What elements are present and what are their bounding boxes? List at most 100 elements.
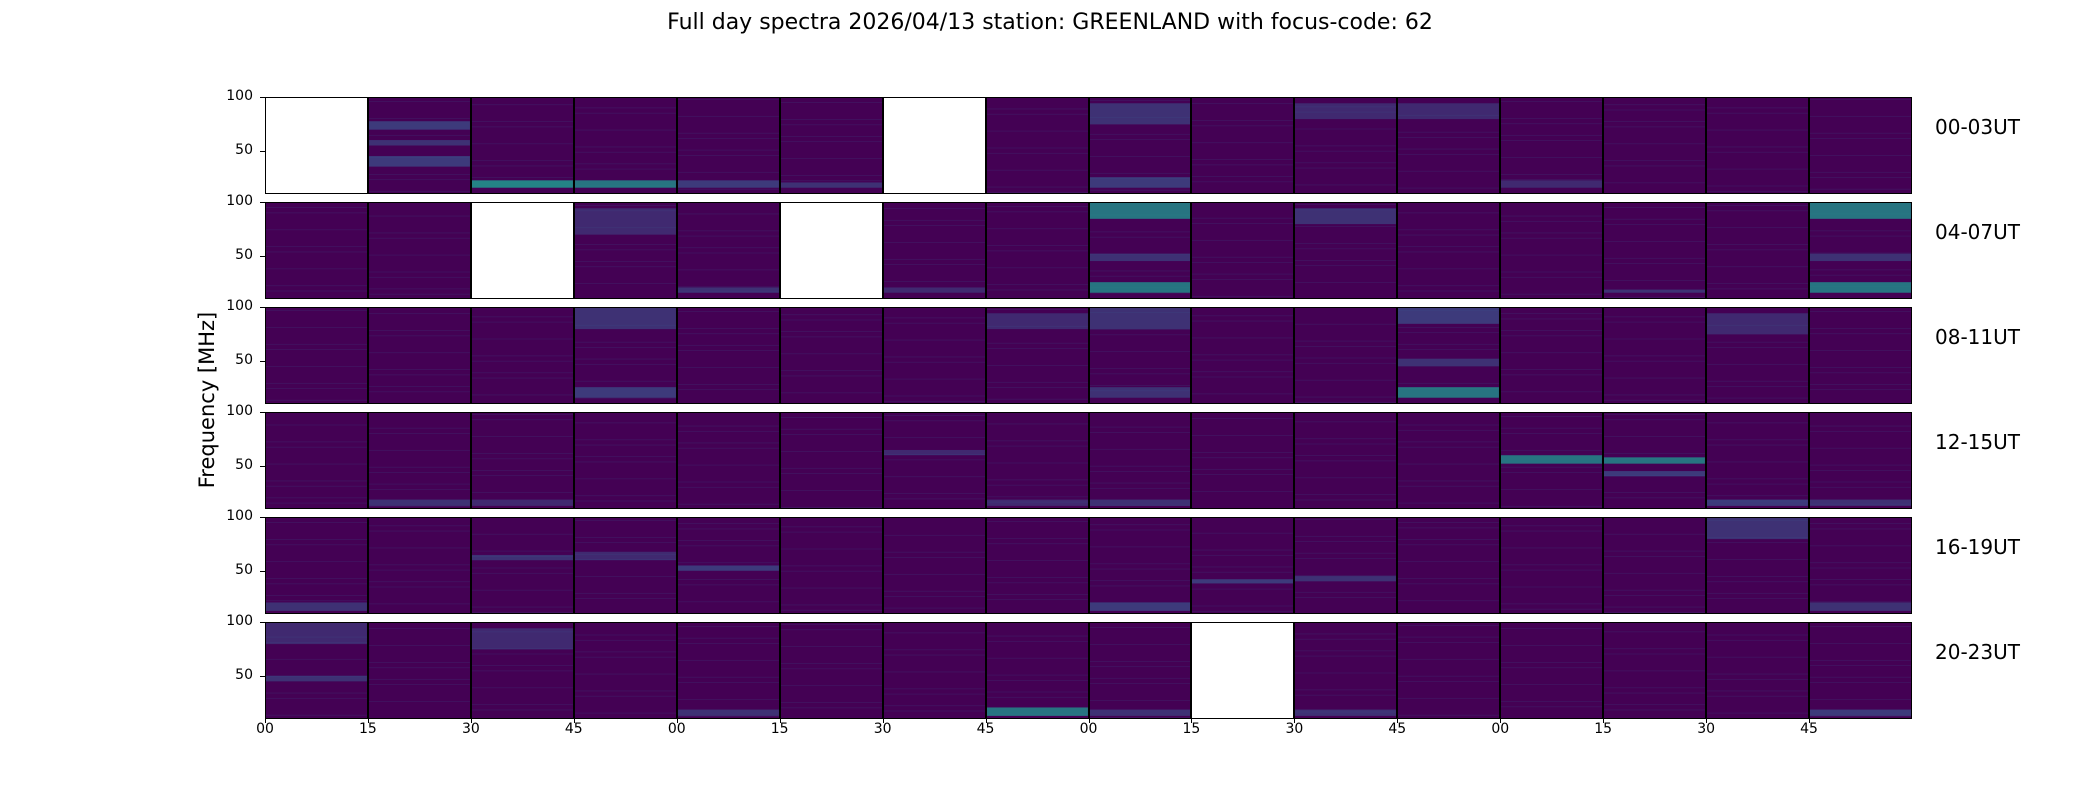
spectral-line [780, 646, 882, 648]
x-tick-label: 00 [1491, 721, 1510, 737]
spectral-line [1501, 293, 1603, 295]
spectral-line [1707, 483, 1809, 485]
spectral-line [1501, 603, 1603, 605]
spectral-line [1501, 427, 1603, 429]
spectral-line [1295, 162, 1397, 164]
spectral-line [1810, 252, 1911, 254]
x-tick-label: 00 [256, 721, 274, 737]
spectral-line [266, 539, 367, 540]
spectral-line [1501, 134, 1603, 136]
spectral-line [986, 640, 1088, 642]
spectral-line [1295, 558, 1397, 559]
spectral-line [1398, 246, 1500, 248]
spectral-line [883, 219, 985, 221]
spectral-line [574, 444, 676, 446]
spectral-band [677, 565, 779, 571]
spectral-line [1501, 667, 1603, 669]
spectral-line [368, 232, 470, 234]
spectral-line [1810, 481, 1911, 483]
spectral-line [1501, 220, 1603, 222]
spectral-line [986, 309, 1088, 310]
spectrum-image [1604, 631, 1706, 711]
spectral-line [266, 285, 367, 287]
spectral-line [780, 668, 882, 670]
spectrum-image [780, 526, 882, 611]
spectral-line [883, 281, 985, 282]
spectral-line [1604, 399, 1706, 401]
spectrum-image [677, 523, 779, 603]
spectral-line [471, 377, 573, 379]
spectral-line [1398, 642, 1500, 643]
spectral-line [1604, 296, 1706, 298]
spectrum-panel [265, 517, 368, 614]
spectral-line [1192, 159, 1294, 161]
spectral-line [677, 149, 779, 151]
spectral-line [883, 551, 985, 553]
spectral-line [883, 573, 985, 575]
spectral-line [986, 381, 1088, 383]
spectral-line [780, 702, 882, 703]
spectral-line [986, 169, 1088, 171]
spectrum-panel [1191, 97, 1295, 194]
spectral-line [1295, 499, 1397, 501]
spectrum-panel [779, 307, 883, 404]
spectral-line [1501, 232, 1603, 234]
spectral-line [1295, 650, 1397, 652]
spectrum-panel [1294, 97, 1398, 194]
spectral-line [677, 333, 779, 335]
spectral-line [266, 207, 367, 209]
spectral-line [368, 645, 470, 646]
row-time-label: 16-19UT [1935, 535, 2020, 559]
spectral-line [471, 572, 573, 574]
spectral-line [677, 286, 779, 288]
spectral-line [986, 211, 1088, 213]
spectral-line [266, 212, 367, 214]
spectral-line [1501, 123, 1603, 125]
spectral-line [266, 463, 367, 465]
spectral-line [266, 424, 367, 426]
spectral-line [574, 520, 676, 521]
spectral-line [986, 674, 1088, 676]
spectral-line [1501, 489, 1603, 490]
spectral-line [780, 526, 882, 528]
spectral-line [1089, 236, 1191, 238]
spectral-line [266, 681, 367, 682]
spectral-line [1192, 103, 1294, 105]
spectrum-panel [265, 202, 368, 299]
spectrum-panel [367, 517, 471, 614]
spectral-line [1192, 610, 1294, 612]
spectral-band [1810, 602, 1911, 611]
spectral-line [368, 581, 470, 583]
spectral-line [1707, 695, 1809, 697]
spectrum-panel [573, 517, 677, 614]
spectral-line [1295, 401, 1397, 403]
spectral-line [1810, 447, 1911, 449]
y-tick-label: 100 [226, 613, 253, 629]
spectral-line [368, 352, 470, 354]
spectrum-panel [985, 202, 1089, 299]
spectral-line [266, 388, 367, 390]
y-tick-label: 100 [226, 403, 253, 419]
y-tick [260, 97, 265, 98]
spectrum-image [1707, 518, 1809, 600]
spectral-line [1398, 527, 1500, 529]
spectral-line [471, 470, 573, 471]
spectral-line [1707, 185, 1809, 187]
y-tick-label: 50 [235, 351, 253, 368]
spectral-line [368, 433, 470, 434]
spectrum-panel [1809, 622, 1912, 719]
spectral-line [1192, 452, 1294, 453]
spectral-line [1089, 156, 1191, 157]
spectral-line [1707, 576, 1809, 577]
spectrum-image [368, 101, 470, 192]
spectral-line [1089, 172, 1191, 174]
spectral-line [883, 437, 985, 439]
spectral-line [1810, 155, 1911, 156]
spectral-band [1398, 308, 1500, 324]
spectral-band [266, 675, 367, 682]
spectrum-image [1398, 308, 1500, 398]
x-tick [573, 719, 575, 723]
spectrum-panel [1088, 97, 1192, 194]
spectral-line [1707, 461, 1809, 463]
x-tick [367, 719, 369, 723]
